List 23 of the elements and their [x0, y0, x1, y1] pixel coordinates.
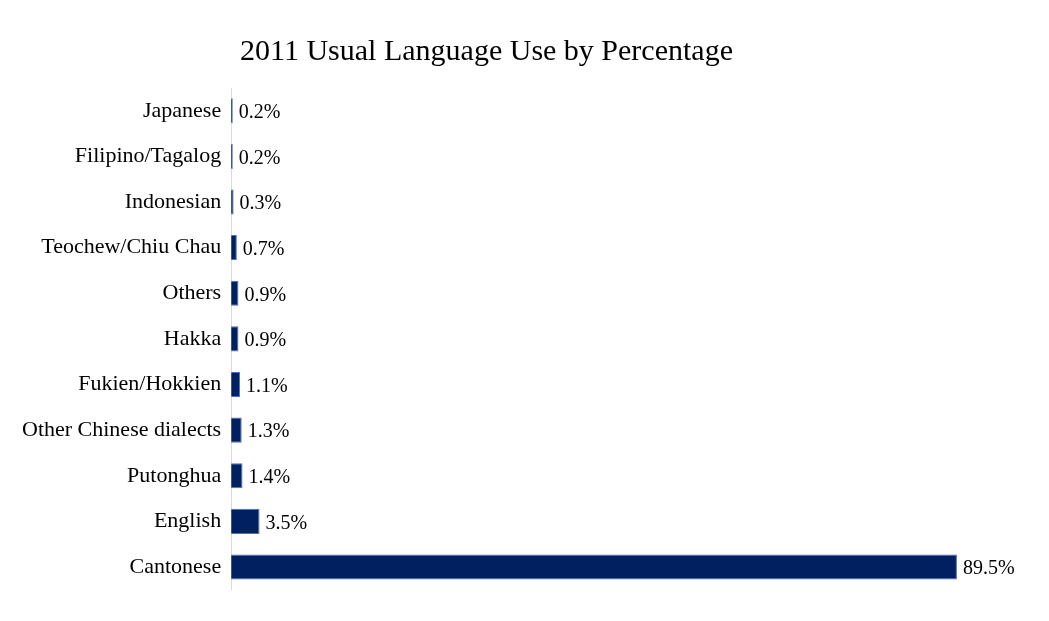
y-tick-label: Cantonese: [129, 552, 222, 578]
data-label: 0.2%: [238, 100, 281, 123]
y-tick-label: Putonghua: [127, 461, 222, 487]
y-tick-label: Fukien/Hokkien: [78, 370, 222, 396]
data-label: 0.2%: [238, 145, 281, 168]
y-tick-label: Filipino/Tagalog: [74, 142, 222, 168]
chart-title: 2011 Usual Language Use by Percentage: [240, 32, 733, 66]
data-label: 0.7%: [242, 236, 285, 259]
y-tick-label: Teochew/Chiu Chau: [41, 233, 222, 259]
data-label: 1.3%: [247, 419, 290, 442]
y-tick-label: Japanese: [142, 96, 222, 122]
data-label: 3.5%: [265, 510, 308, 533]
data-label: 0.3%: [239, 191, 282, 214]
data-label: 89.5%: [962, 556, 1015, 579]
data-label: 1.4%: [248, 465, 291, 487]
data-label: 0.9%: [244, 282, 287, 305]
data-label: 1.1%: [246, 373, 288, 396]
y-tick-label: English: [153, 507, 222, 533]
data-label: 0.9%: [244, 328, 287, 351]
y-tick-label: Other Chinese dialects: [21, 415, 222, 441]
y-tick-label: Hakka: [163, 324, 222, 350]
y-tick-label: Others: [162, 279, 222, 305]
y-tick-label: Indonesian: [124, 187, 222, 213]
